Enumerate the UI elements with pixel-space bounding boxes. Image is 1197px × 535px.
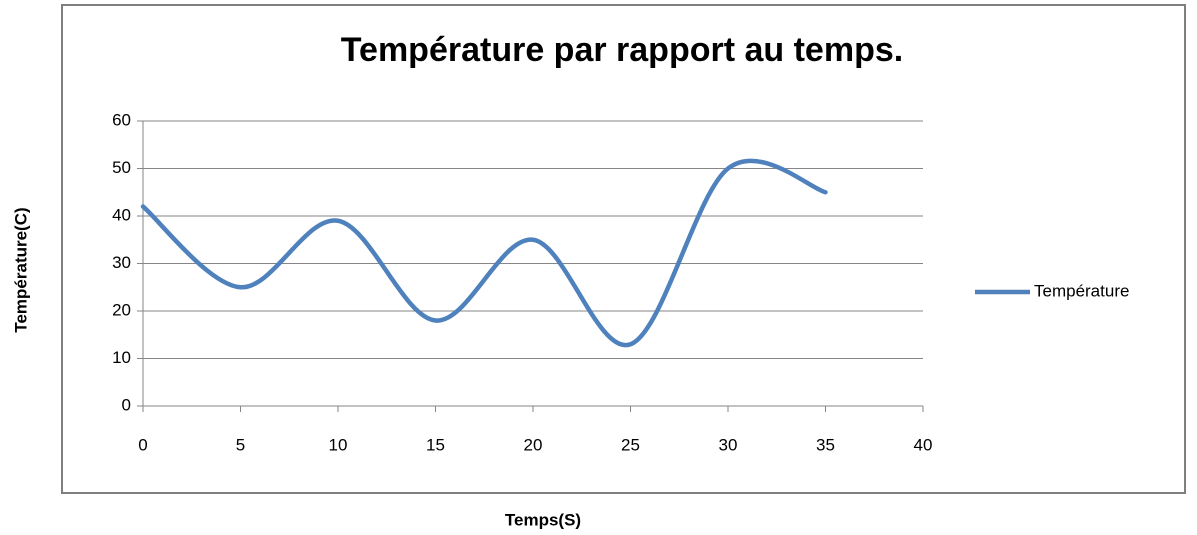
y-tick-label: 60	[112, 110, 131, 129]
x-tick-label: 30	[719, 435, 738, 454]
y-tick-label: 0	[122, 395, 131, 414]
x-tick-label: 20	[524, 435, 543, 454]
x-tick-label: 35	[816, 435, 835, 454]
y-axis-label: Température(C)	[11, 207, 30, 332]
legend-label: Température	[1034, 281, 1129, 300]
y-tick-label: 30	[112, 253, 131, 272]
chart-title: Température par rapport au temps.	[341, 31, 903, 69]
x-tick-label: 0	[138, 435, 147, 454]
x-tick-label: 15	[426, 435, 445, 454]
x-tick-label: 25	[621, 435, 640, 454]
x-tick-label: 5	[236, 435, 245, 454]
y-tick-label: 20	[112, 300, 131, 319]
y-tick-label: 50	[112, 158, 131, 177]
x-axis-label: Temps(S)	[505, 510, 581, 529]
x-tick-label: 40	[914, 435, 933, 454]
data-line	[140, 158, 828, 348]
x-tick-label: 10	[329, 435, 348, 454]
chart-frame	[61, 4, 1186, 494]
y-tick-label: 40	[112, 205, 131, 224]
y-tick-label: 10	[112, 348, 131, 367]
